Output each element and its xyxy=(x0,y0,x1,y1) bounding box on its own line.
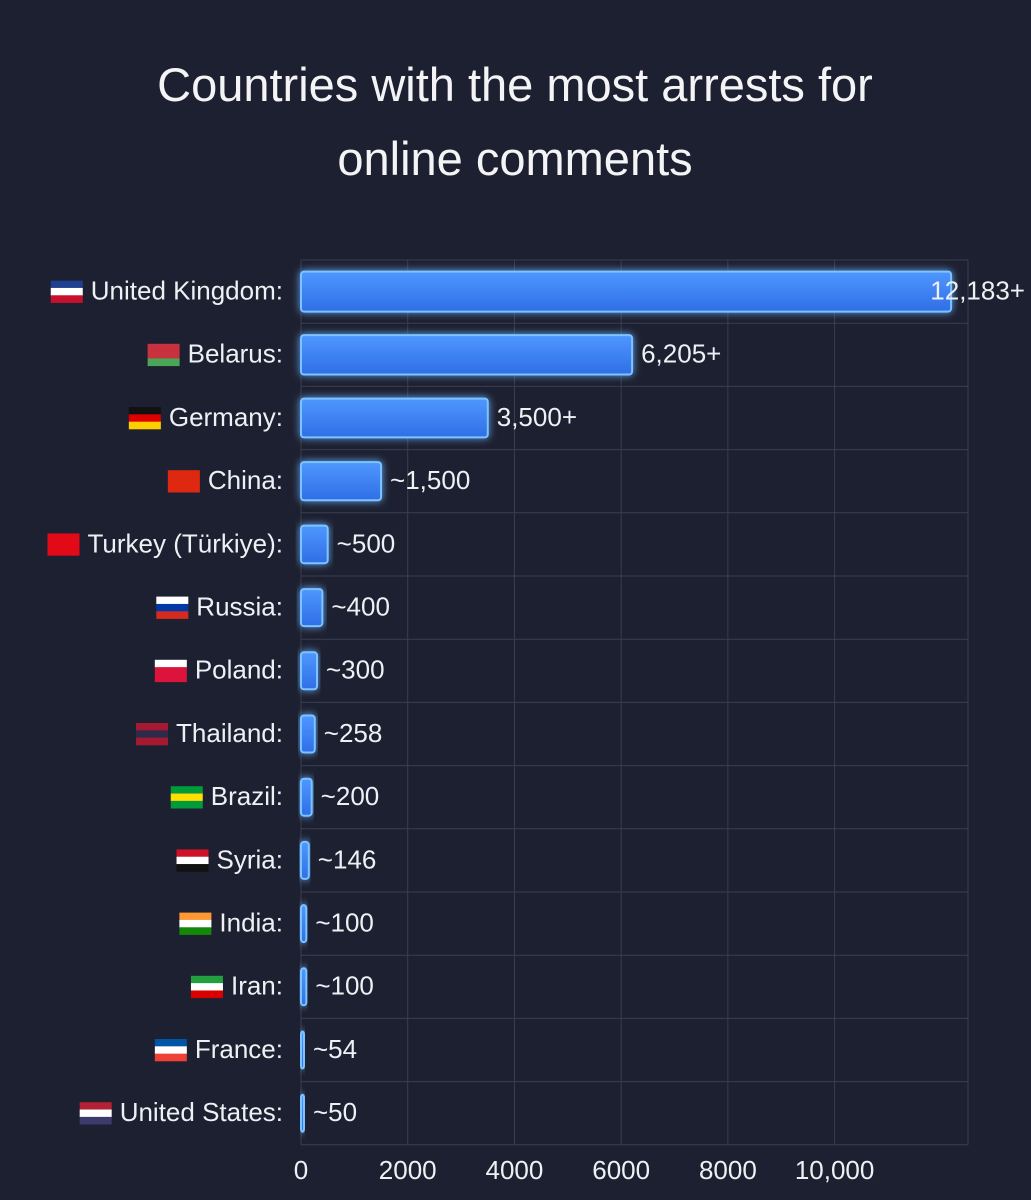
flag xyxy=(79,1116,112,1125)
flag xyxy=(154,659,187,668)
category-label: Iran: xyxy=(231,971,283,1001)
bar xyxy=(300,904,308,944)
flag xyxy=(170,786,203,794)
flag xyxy=(154,1046,187,1054)
category-label: Turkey (Türkiye): xyxy=(88,528,284,558)
flag xyxy=(167,477,200,486)
flag xyxy=(170,800,203,809)
flag xyxy=(179,927,212,935)
value-label: 3,500+ xyxy=(497,402,577,432)
flag xyxy=(50,295,83,303)
flag xyxy=(47,533,80,542)
flag xyxy=(79,1102,112,1110)
value-label: ~300 xyxy=(326,655,385,685)
bar xyxy=(300,524,329,565)
category-label: Brazil: xyxy=(211,781,283,811)
value-label: 6,205+ xyxy=(641,339,721,369)
x-tick-label: 2000 xyxy=(379,1155,437,1185)
value-label: ~146 xyxy=(318,844,377,874)
chart-title: Countries with the most arrests for onli… xyxy=(157,58,873,185)
flag xyxy=(128,407,161,415)
flag xyxy=(167,484,200,493)
flag xyxy=(50,280,83,289)
category-label: Belarus: xyxy=(188,339,283,369)
x-tick-label: 10,000 xyxy=(795,1155,875,1185)
flag xyxy=(156,603,189,612)
flag xyxy=(128,414,161,422)
flag xyxy=(47,548,80,556)
flag xyxy=(154,1053,187,1062)
category-label: Syria: xyxy=(217,844,283,874)
bar xyxy=(300,334,634,376)
flag xyxy=(167,470,200,478)
category-label: India: xyxy=(219,907,283,937)
flag xyxy=(136,730,169,738)
bar xyxy=(300,1030,305,1070)
value-label: ~54 xyxy=(313,1034,357,1064)
category-label: Poland: xyxy=(195,655,283,685)
flag xyxy=(147,358,180,367)
x-tick-label: 6000 xyxy=(592,1155,650,1185)
value-label: ~100 xyxy=(315,971,374,1001)
flag xyxy=(154,667,187,675)
flag xyxy=(79,1109,112,1118)
value-label: 12,183+ xyxy=(930,275,1025,305)
x-tick-label: 8000 xyxy=(699,1155,757,1185)
flag xyxy=(176,849,209,858)
flag xyxy=(190,975,223,984)
bar xyxy=(300,461,383,502)
bar xyxy=(300,1093,305,1133)
flag xyxy=(190,983,223,991)
flag xyxy=(156,596,189,605)
category-label: China: xyxy=(208,465,283,495)
category-label: United States: xyxy=(120,1097,283,1127)
bar xyxy=(300,270,953,313)
flag xyxy=(128,421,161,430)
value-label: ~400 xyxy=(331,591,390,621)
flag xyxy=(190,990,223,999)
value-label: ~50 xyxy=(313,1097,357,1127)
x-tick-label: 4000 xyxy=(486,1155,544,1185)
flag xyxy=(136,737,169,746)
category-label: France: xyxy=(195,1034,283,1064)
bar xyxy=(300,840,310,880)
flag xyxy=(136,723,169,731)
value-label: ~200 xyxy=(321,781,380,811)
category-label: United Kingdom: xyxy=(91,275,283,305)
flag xyxy=(154,1039,187,1047)
value-label: ~258 xyxy=(324,718,383,748)
category-label: Thailand: xyxy=(176,718,283,748)
bar xyxy=(300,588,324,628)
flag xyxy=(50,287,83,296)
flag xyxy=(170,793,203,802)
flag xyxy=(156,611,189,619)
value-label: ~100 xyxy=(315,907,374,937)
bar xyxy=(300,397,489,439)
bar xyxy=(300,777,313,817)
category-label: Germany: xyxy=(169,402,283,432)
bar xyxy=(300,967,308,1007)
flag xyxy=(147,351,180,359)
bar xyxy=(300,651,319,691)
value-label: ~500 xyxy=(337,528,396,558)
x-tick-label: 0 xyxy=(294,1155,308,1185)
flag xyxy=(154,674,187,683)
flag xyxy=(176,856,209,865)
flag xyxy=(176,864,209,872)
flag xyxy=(179,919,212,928)
value-label: ~1,500 xyxy=(390,465,470,495)
bar xyxy=(300,714,316,754)
flag xyxy=(147,343,180,352)
flag xyxy=(47,540,80,549)
flag xyxy=(179,912,212,921)
category-label: Russia: xyxy=(196,591,283,621)
